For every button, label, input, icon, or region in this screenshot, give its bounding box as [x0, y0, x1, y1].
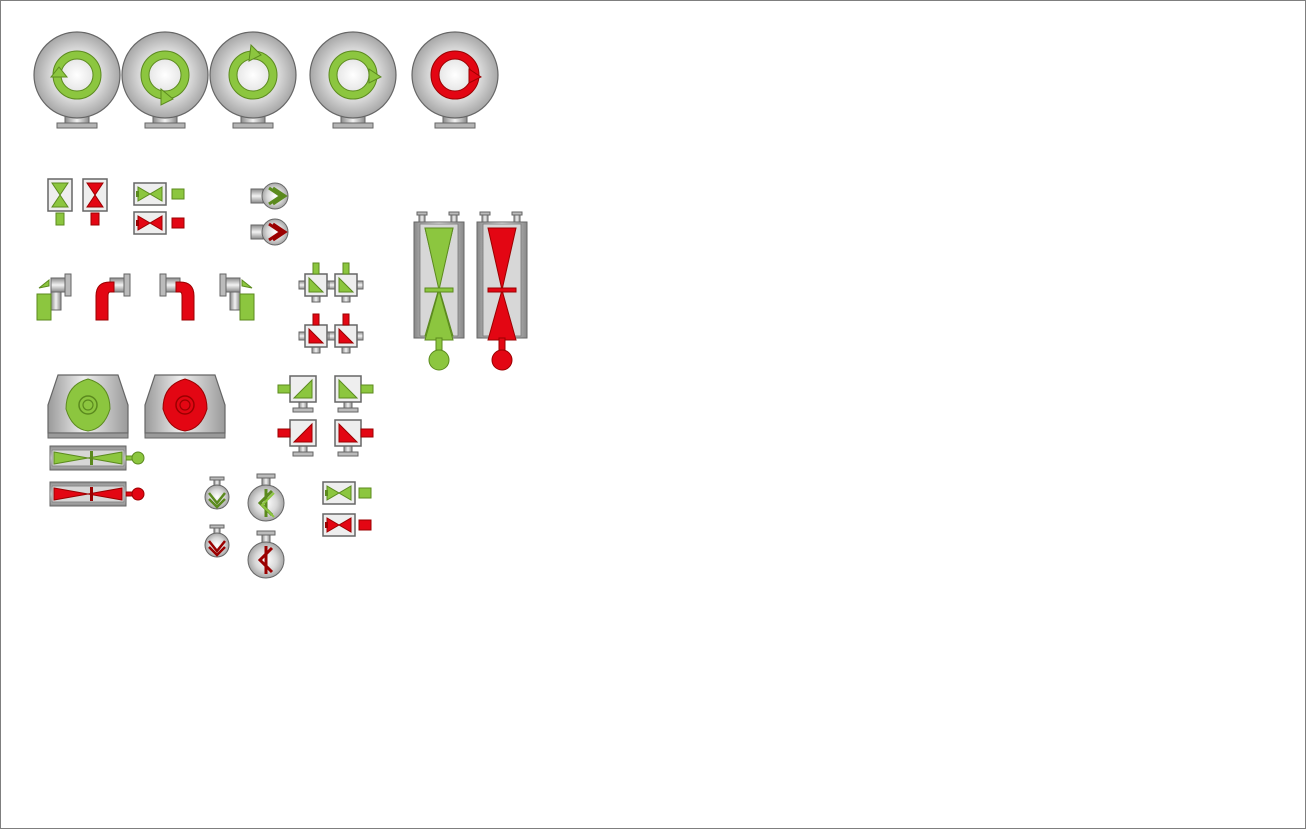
- large-valve-vertical-off-icon[interactable]: [476, 211, 528, 371]
- mini-pump-off-icon[interactable]: [204, 524, 230, 558]
- valve-horizontal-off-icon[interactable]: [133, 211, 185, 235]
- valve-horizontal-on-icon[interactable]: [133, 182, 185, 206]
- mini-pump-on-icon[interactable]: [204, 476, 230, 510]
- valve-3port-left-off-icon[interactable]: [277, 419, 317, 457]
- pump-cw-on-icon[interactable]: [121, 31, 209, 129]
- valve-3port-left-on-icon[interactable]: [277, 375, 317, 413]
- small-pump-off-icon[interactable]: [250, 218, 289, 246]
- valve-vertical-on-icon[interactable]: [47, 178, 73, 226]
- pump-cw-right-on-icon[interactable]: [309, 31, 397, 129]
- valve-3port-cluster: [277, 375, 374, 457]
- medium-pump-on-icon[interactable]: [247, 473, 285, 522]
- elbow-device-right-off-icon[interactable]: [159, 273, 195, 321]
- pump-ccw-on-icon[interactable]: [33, 31, 121, 129]
- large-valve-horizontal-on-icon[interactable]: [49, 445, 145, 471]
- elbow-device-left-on-icon[interactable]: [36, 273, 72, 321]
- valve-3port-right-off-icon[interactable]: [334, 419, 374, 457]
- pump-cw-top-on-icon[interactable]: [209, 31, 297, 129]
- valve-3port-right-on-icon[interactable]: [334, 375, 374, 413]
- blower-off-icon[interactable]: [144, 374, 226, 439]
- blower-on-icon[interactable]: [47, 374, 129, 439]
- large-valve-vertical-on-icon[interactable]: [413, 211, 465, 371]
- medium-pump-off-icon[interactable]: [247, 530, 285, 579]
- large-valve-horizontal-off-icon[interactable]: [49, 481, 145, 507]
- valve-4port-off-icon[interactable]: [298, 313, 334, 354]
- valve-4port-off-icon[interactable]: [328, 313, 364, 354]
- valve-4port-cluster: [298, 262, 364, 354]
- elbow-device-right-on-icon[interactable]: [219, 273, 255, 321]
- valve-4port-on-icon[interactable]: [298, 262, 334, 303]
- valve-4port-on-icon[interactable]: [328, 262, 364, 303]
- elbow-device-left-off-icon[interactable]: [95, 273, 131, 321]
- pump-off-icon[interactable]: [411, 31, 499, 129]
- small-pump-on-icon[interactable]: [250, 182, 289, 210]
- valve-horizontal-small-off-icon[interactable]: [322, 513, 372, 537]
- valve-vertical-off-icon[interactable]: [82, 178, 108, 226]
- valve-horizontal-small-on-icon[interactable]: [322, 481, 372, 505]
